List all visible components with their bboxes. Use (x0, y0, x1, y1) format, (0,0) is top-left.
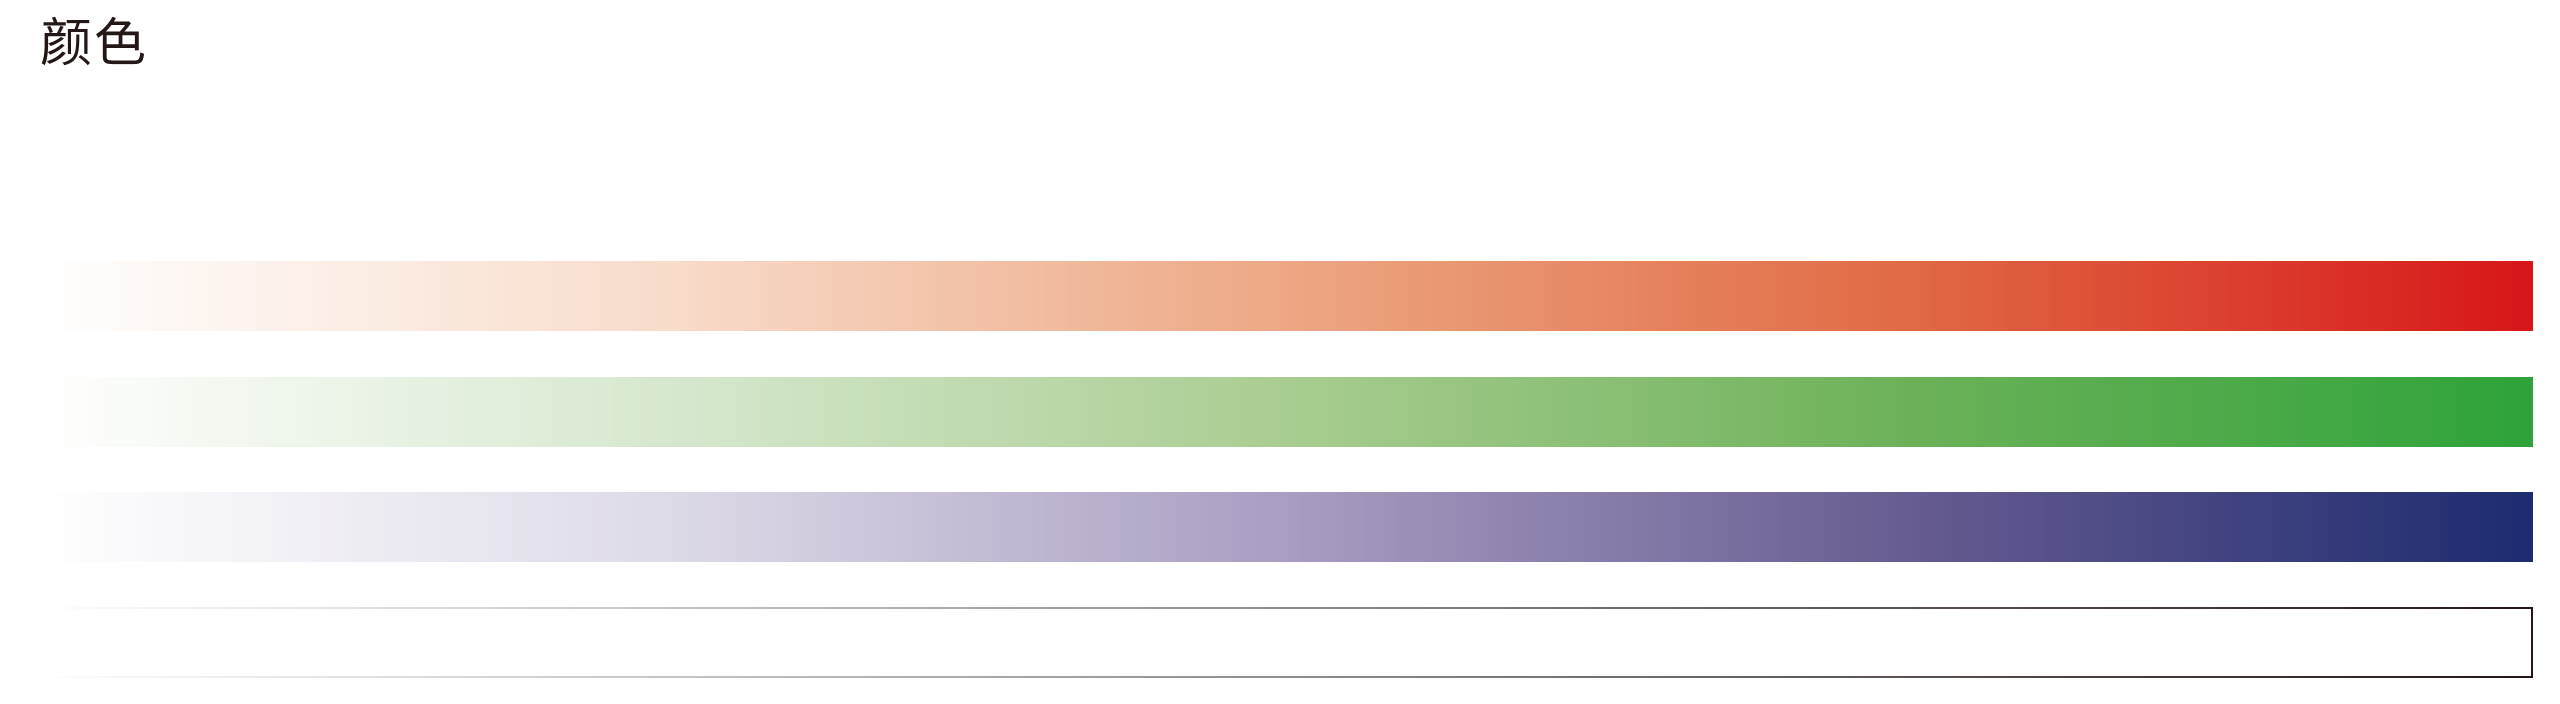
page-title: 颜色 (40, 14, 149, 74)
red-gradient-bar (35, 261, 2533, 331)
outline-right-edge (2531, 607, 2533, 678)
black-outline-gradient-bar (35, 607, 2533, 678)
outline-top-edge (35, 607, 2533, 609)
outline-bottom-edge (35, 676, 2533, 678)
green-gradient-bar (35, 377, 2533, 447)
blue-gradient-bar (35, 492, 2533, 562)
